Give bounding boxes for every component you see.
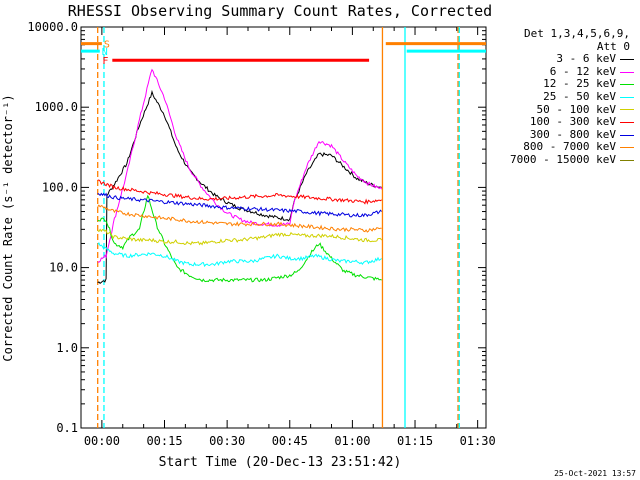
series-line — [97, 68, 383, 263]
series-line — [97, 89, 382, 284]
legend-entry: 300 - 800 keV — [486, 127, 636, 142]
chart-title: RHESSI Observing Summary Count Rates, Co… — [68, 2, 492, 20]
legend-entry: 12 - 25 keV — [486, 78, 636, 91]
flag-label: S — [104, 40, 110, 51]
series-line — [97, 228, 383, 246]
series-line — [97, 179, 382, 205]
legend-swatch — [620, 121, 634, 123]
y-tick-label: 100.0 — [42, 180, 78, 194]
x-tick-label: 00:00 — [84, 434, 120, 448]
series-lines — [97, 68, 383, 284]
x-axis: 00:00 00:15 00:30 00:45 01:00 01:15 01:30 — [84, 27, 496, 448]
legend-entry-label: 800 - 7000 keV — [523, 140, 616, 154]
y-tick-label: 1000.0 — [35, 100, 78, 114]
x-tick-label: 00:15 — [146, 434, 182, 448]
legend-swatch — [620, 159, 634, 161]
plot-border — [80, 26, 487, 429]
legend-swatch — [620, 71, 634, 73]
legend-entry-label: 100 - 300 keV — [529, 115, 616, 129]
legend: Det 1,3,4,5,6,9, Att 0 3 - 6 keV 6 - 12 k… — [486, 27, 636, 167]
legend-entry: 50 - 100 keV — [486, 102, 636, 117]
vertical-markers — [97, 27, 460, 428]
legend-entry: 100 - 300 keV — [486, 116, 636, 129]
flag-bars: SNF — [81, 40, 486, 67]
legend-entry-label: 7000 - 15000 keV — [510, 152, 616, 166]
legend-entry-label: 12 - 25 keV — [543, 77, 616, 91]
x-tick-label: 01:00 — [334, 434, 370, 448]
legend-rows: 3 - 6 keV 6 - 12 keV 12 - 25 keV 25 - 50 ke… — [486, 53, 636, 166]
x-tick-label: 00:30 — [209, 434, 245, 448]
legend-entry: 6 - 12 keV — [486, 64, 636, 79]
legend-entry-label: 3 - 6 keV — [556, 52, 616, 66]
y-tick-label: 1.0 — [56, 341, 78, 355]
legend-entry: 800 - 7000 keV — [486, 141, 636, 154]
y-axis: 0.1 1.0 10.0 100.0 1000.0 10000.0 — [27, 20, 486, 435]
legend-entry-label: 50 - 100 keV — [536, 102, 616, 116]
x-tick-label: 01:30 — [460, 434, 496, 448]
legend-swatch — [620, 147, 634, 149]
legend-header-line1: Det 1,3,4,5,6,9, — [524, 27, 630, 40]
series-line — [97, 204, 382, 233]
legend-swatch — [620, 134, 634, 136]
legend-swatch — [620, 109, 634, 111]
series-line — [97, 192, 382, 218]
y-axis-label: Corrected Count Rate (s⁻¹ detector⁻¹) — [1, 94, 15, 361]
legend-entry: 3 - 6 keV — [486, 53, 636, 66]
legend-header-line2: Att 0 — [596, 39, 630, 53]
y-tick-label: 10000.0 — [27, 20, 78, 34]
legend-entry-label: 300 - 800 keV — [529, 127, 616, 141]
flag-label: F — [102, 56, 108, 67]
x-axis-label: Start Time (20-Dec-13 23:51:42) — [159, 455, 402, 470]
legend-entry-label: 25 - 50 keV — [543, 89, 616, 103]
plot-frame — [80, 26, 487, 429]
series-line — [97, 194, 382, 283]
legend-entry: 25 - 50 keV — [486, 89, 636, 104]
legend-swatch — [620, 58, 634, 60]
legend-swatch — [620, 84, 634, 86]
legend-swatch — [620, 96, 634, 98]
series-line — [97, 242, 382, 268]
footer-timestamp: 25-Oct-2021 13:57 — [554, 469, 636, 478]
legend-entry: 7000 - 15000 keV — [486, 152, 636, 167]
x-tick-label: 00:45 — [272, 434, 308, 448]
legend-entry-label: 6 - 12 keV — [549, 64, 616, 78]
x-tick-label: 01:15 — [397, 434, 433, 448]
flag-label: N — [102, 47, 108, 58]
y-tick-label: 10.0 — [49, 261, 78, 275]
y-tick-label: 0.1 — [56, 421, 78, 435]
